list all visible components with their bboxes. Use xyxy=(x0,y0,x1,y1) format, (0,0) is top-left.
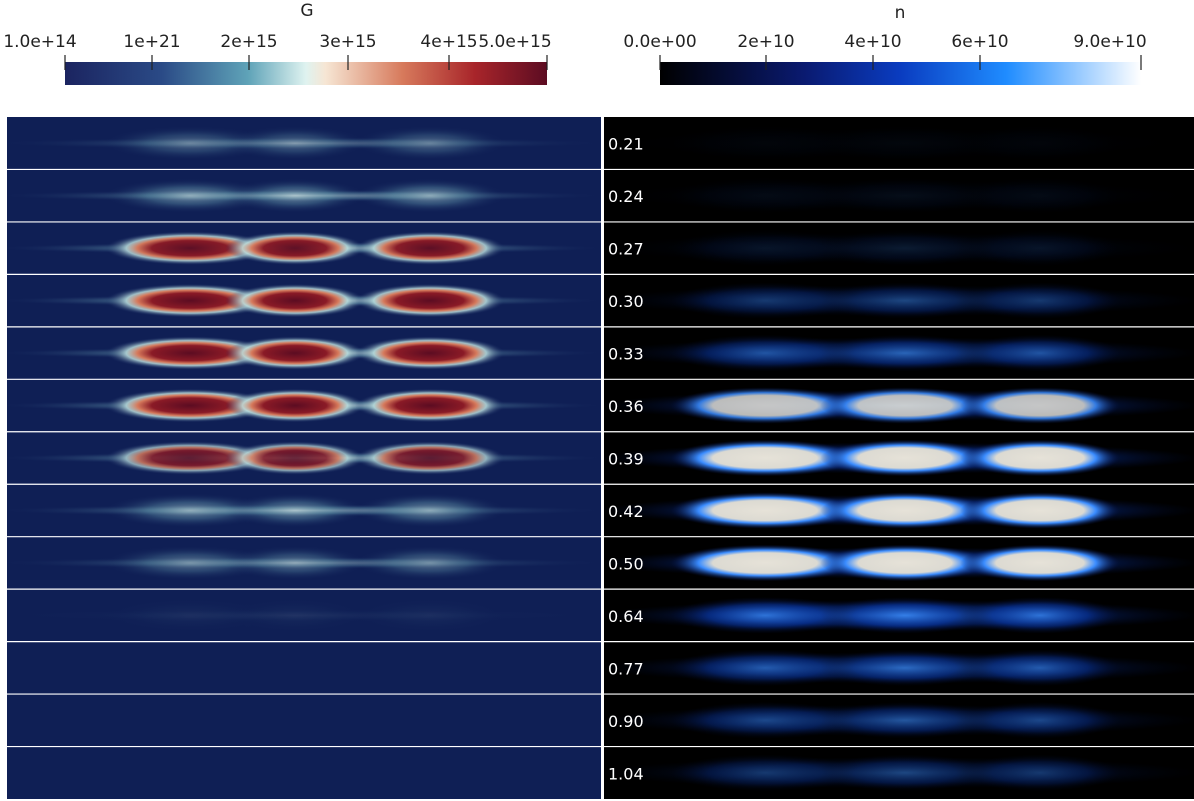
row-label: 0.50 xyxy=(608,554,644,573)
blob xyxy=(960,229,1120,267)
blob xyxy=(670,754,860,792)
colorbar-title: G xyxy=(300,1,313,21)
blob xyxy=(670,229,860,267)
blob xyxy=(670,334,860,372)
blob xyxy=(105,598,275,633)
blob xyxy=(105,441,275,475)
blob xyxy=(105,283,275,318)
blob xyxy=(670,597,860,634)
blob xyxy=(355,178,505,213)
blob xyxy=(105,178,275,213)
blob xyxy=(670,544,860,582)
blob xyxy=(355,283,505,318)
blob xyxy=(820,334,990,372)
row-label: 0.21 xyxy=(608,135,644,154)
row-label: 0.77 xyxy=(608,659,644,678)
colorbar-tick-label: 5.0e+15 xyxy=(478,32,551,52)
row-label: 0.24 xyxy=(608,187,644,206)
blob xyxy=(225,546,365,580)
colorbar-title: n xyxy=(895,3,906,23)
blob xyxy=(960,177,1120,215)
blob xyxy=(225,598,365,633)
row-label: 0.27 xyxy=(608,240,644,259)
blob xyxy=(960,701,1120,739)
colorbar xyxy=(660,62,1141,85)
blob xyxy=(820,754,990,792)
blob xyxy=(225,231,365,265)
blob xyxy=(960,597,1120,634)
blob xyxy=(105,388,275,423)
blob xyxy=(105,546,275,580)
blob xyxy=(820,282,990,319)
blob xyxy=(355,336,505,370)
row-label: 0.30 xyxy=(608,292,644,311)
blob xyxy=(355,126,505,161)
blob xyxy=(820,544,990,582)
blob xyxy=(225,336,365,370)
blob xyxy=(670,387,860,424)
blob xyxy=(670,282,860,319)
blob xyxy=(355,388,505,423)
blob xyxy=(225,388,365,423)
row-label: 0.64 xyxy=(608,607,644,626)
row-label: 0.90 xyxy=(608,712,644,731)
colorbar-tick-label: 6e+10 xyxy=(951,32,1008,52)
blob xyxy=(820,387,990,424)
colorbar-tick-label: 1e+21 xyxy=(123,32,180,52)
row-label: 0.36 xyxy=(608,397,644,416)
colorbar-tick-label: 1.0e+14 xyxy=(3,32,76,52)
colorbar-tick-label: 4e+10 xyxy=(844,32,901,52)
blob xyxy=(960,492,1120,529)
blob xyxy=(960,649,1120,687)
field-g xyxy=(7,126,600,633)
blob xyxy=(670,177,860,215)
blob xyxy=(670,649,860,687)
colorbar-tick-label: 4e+15 xyxy=(420,32,477,52)
blob xyxy=(355,598,505,633)
blob xyxy=(820,492,990,529)
blob xyxy=(105,231,275,265)
colorbar-tick-label: 3e+15 xyxy=(319,32,376,52)
blob xyxy=(355,546,505,580)
blob xyxy=(960,387,1120,424)
blob xyxy=(820,439,990,477)
blob xyxy=(225,178,365,213)
blob xyxy=(960,754,1120,792)
blob xyxy=(960,439,1120,477)
blob xyxy=(355,493,505,528)
blob xyxy=(820,177,990,215)
blob xyxy=(225,441,365,475)
row-label: 1.04 xyxy=(608,764,644,783)
blob xyxy=(105,126,275,161)
blob xyxy=(225,126,365,161)
blob xyxy=(225,283,365,318)
blob xyxy=(670,701,860,739)
row-label: 0.42 xyxy=(608,502,644,521)
colorbar xyxy=(65,62,547,85)
blob xyxy=(670,439,860,477)
blob xyxy=(820,229,990,267)
row-label: 0.33 xyxy=(608,345,644,364)
blob xyxy=(820,597,990,634)
blob xyxy=(225,493,365,528)
blob xyxy=(820,649,990,687)
blob xyxy=(355,231,505,265)
colorbar-tick-label: 0.0e+00 xyxy=(623,32,696,52)
blob xyxy=(960,544,1120,582)
blob xyxy=(960,334,1120,372)
blob xyxy=(355,441,505,475)
blob xyxy=(960,125,1120,162)
blob xyxy=(820,701,990,739)
field-n xyxy=(604,125,1194,792)
colorbar-tick-label: 2e+10 xyxy=(737,32,794,52)
blob xyxy=(105,336,275,370)
blob xyxy=(105,493,275,528)
row-label: 0.39 xyxy=(608,450,644,469)
colorbar-tick-label: 2e+15 xyxy=(220,32,277,52)
blob xyxy=(670,492,860,529)
blob xyxy=(960,282,1120,319)
colorbar-tick-label: 9.0e+10 xyxy=(1073,32,1146,52)
